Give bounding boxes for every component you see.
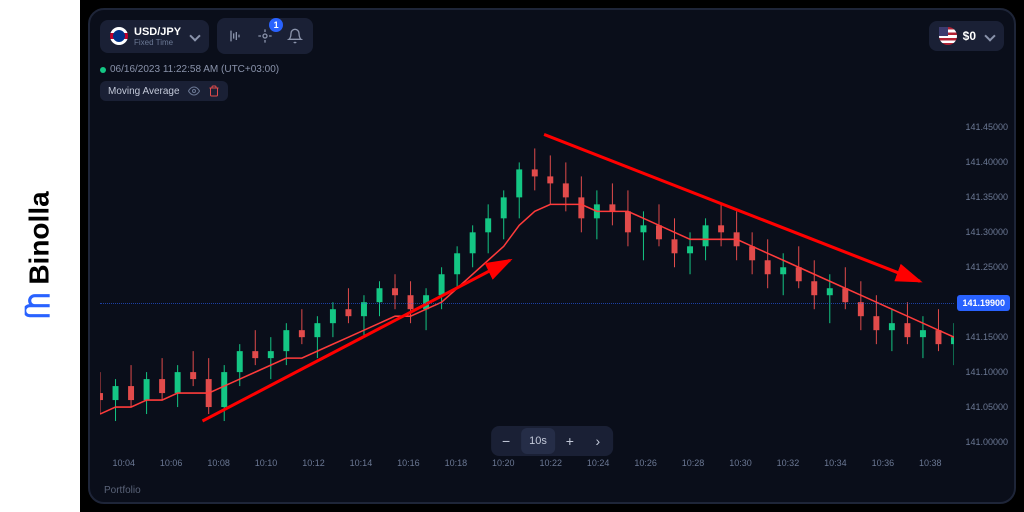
y-axis-label: 141.45000	[965, 122, 1008, 132]
symbol-mode: Fixed Time	[134, 38, 181, 47]
timeframe-control: − 10s + ›	[491, 426, 613, 456]
current-price-line	[100, 303, 954, 304]
indicator-pill[interactable]: Moving Average	[100, 81, 228, 101]
y-axis-label: 141.05000	[965, 402, 1008, 412]
x-axis-label: 10:30	[729, 458, 752, 468]
currency-flag-icon	[939, 27, 957, 45]
zoom-in-button[interactable]: +	[557, 428, 583, 454]
x-axis-label: 10:16	[397, 458, 420, 468]
timestamp-row: 06/16/2023 11:22:58 AM (UTC+03:00)	[90, 62, 1014, 77]
balance-button[interactable]: $0	[929, 21, 1004, 51]
x-axis-label: 10:08	[207, 458, 230, 468]
live-dot-icon	[100, 67, 106, 73]
x-axis: 10:04 10:06 10:08 10:10 10:12 10:14 10:16 10:18…	[100, 458, 954, 478]
chart-area[interactable]	[100, 110, 954, 442]
scroll-forward-button[interactable]: ›	[585, 428, 611, 454]
x-axis-label: 10:06	[160, 458, 183, 468]
x-axis-label: 10:20	[492, 458, 515, 468]
y-axis-label: 141.30000	[965, 227, 1008, 237]
y-axis-label: 141.25000	[965, 262, 1008, 272]
portfolio-tab[interactable]: Portfolio	[104, 485, 141, 496]
current-price-tag: 141.19900	[957, 295, 1010, 311]
zoom-out-button[interactable]: −	[493, 428, 519, 454]
trash-icon[interactable]	[208, 85, 220, 97]
brand-sidebar: Binolla	[0, 0, 80, 512]
eye-icon[interactable]	[188, 85, 200, 97]
drawing-tools-button[interactable]: 1	[251, 22, 279, 50]
x-axis-label: 10:36	[872, 458, 895, 468]
y-axis-label: 141.10000	[965, 367, 1008, 377]
x-axis-label: 10:26	[634, 458, 657, 468]
y-axis-label: 141.15000	[965, 332, 1008, 342]
candle-type-button[interactable]	[221, 22, 249, 50]
chart-tools: 1	[217, 18, 313, 54]
indicator-name: Moving Average	[108, 86, 180, 97]
main-panel: USD/JPY Fixed Time 1 $0 06/16/2023 11:22…	[88, 8, 1016, 504]
chart-canvas	[100, 110, 954, 442]
x-axis-label: 10:12	[302, 458, 325, 468]
toolbar: USD/JPY Fixed Time 1 $0	[90, 10, 1014, 62]
chevron-down-icon	[984, 30, 995, 41]
symbol-pair: USD/JPY	[134, 26, 181, 38]
x-axis-label: 10:18	[445, 458, 468, 468]
brand-logo-icon	[25, 291, 55, 321]
pair-flag-icon	[110, 27, 128, 45]
x-axis-label: 10:10	[255, 458, 278, 468]
indicator-row: Moving Average	[90, 77, 1014, 105]
timeframe-label[interactable]: 10s	[521, 428, 555, 454]
y-axis-label: 141.40000	[965, 157, 1008, 167]
y-axis-label: 141.00000	[965, 437, 1008, 447]
x-axis-label: 10:24	[587, 458, 610, 468]
x-axis-label: 10:04	[112, 458, 135, 468]
brand-logo-text: Binolla	[24, 191, 56, 320]
balance-amount: $0	[963, 29, 976, 43]
x-axis-label: 10:34	[824, 458, 847, 468]
symbol-selector[interactable]: USD/JPY Fixed Time	[100, 20, 209, 53]
x-axis-label: 10:38	[919, 458, 942, 468]
x-axis-label: 10:28	[682, 458, 705, 468]
x-axis-label: 10:32	[777, 458, 800, 468]
x-axis-label: 10:14	[350, 458, 373, 468]
x-axis-label: 10:22	[539, 458, 562, 468]
chevron-down-icon	[189, 30, 200, 41]
y-axis: 141.45000 141.40000 141.35000 141.30000 141.…	[956, 110, 1012, 442]
timestamp-text: 06/16/2023 11:22:58 AM (UTC+03:00)	[110, 64, 279, 75]
y-axis-label: 141.35000	[965, 192, 1008, 202]
alerts-button[interactable]	[281, 22, 309, 50]
